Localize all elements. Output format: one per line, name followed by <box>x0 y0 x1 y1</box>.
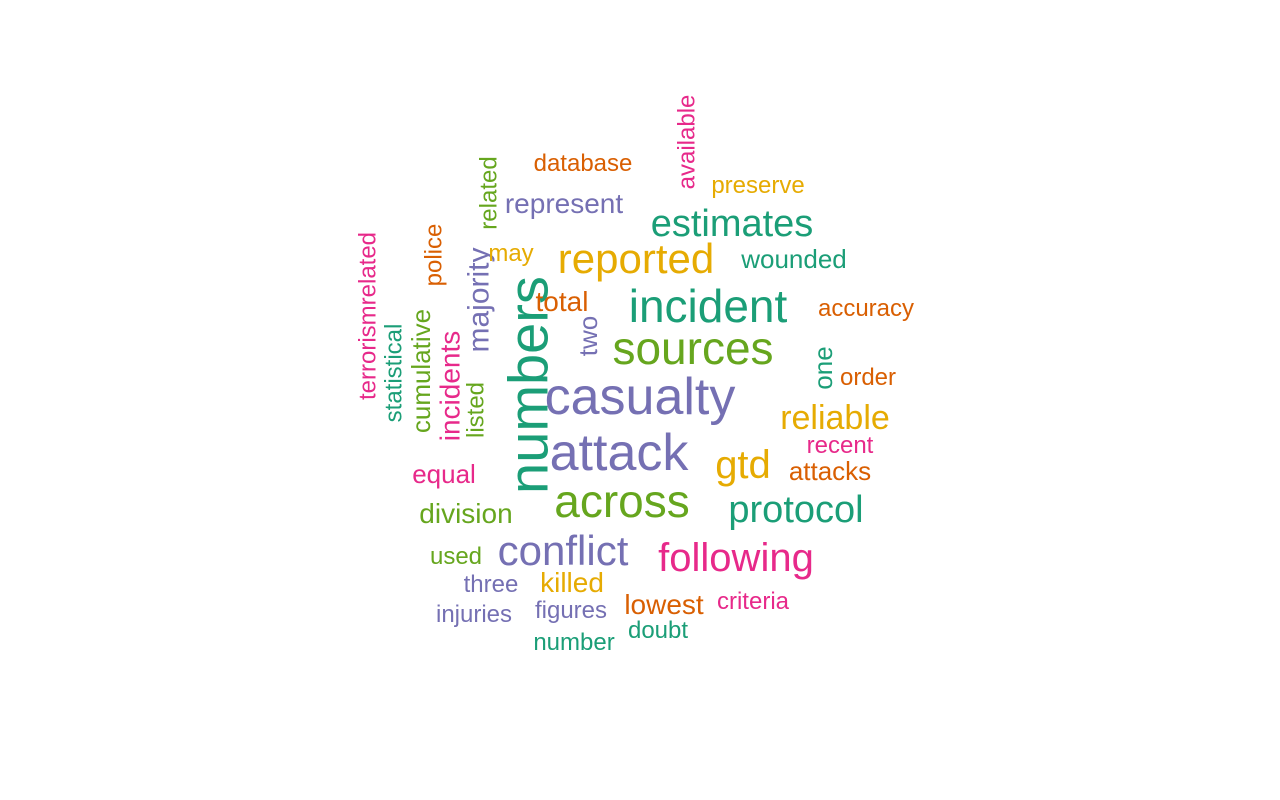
word-police: police <box>421 224 448 287</box>
word-equal: equal <box>412 459 476 489</box>
word-used: used <box>430 543 482 570</box>
word-incidents: incidents <box>435 331 466 442</box>
word-recent: recent <box>807 432 874 459</box>
word-figures: figures <box>535 597 607 624</box>
word-statistical: statistical <box>381 324 408 423</box>
word-order: order <box>840 364 896 391</box>
word-total: total <box>536 286 589 317</box>
word-reported: reported <box>558 235 714 282</box>
word-casualty: casualty <box>545 368 736 426</box>
word-represent: represent <box>505 188 624 219</box>
word-two: two <box>573 316 603 356</box>
word-doubt: doubt <box>628 617 688 644</box>
word-available: available <box>674 95 701 190</box>
word-preserve: preserve <box>711 172 804 199</box>
word-three: three <box>464 571 519 598</box>
word-incident: incident <box>629 280 788 332</box>
word-criteria: criteria <box>717 588 790 615</box>
word-conflict: conflict <box>498 527 629 574</box>
word-estimates: estimates <box>651 203 814 245</box>
word-listed: listed <box>463 382 490 438</box>
word-division: division <box>419 498 512 529</box>
word-across: across <box>554 475 689 527</box>
word-cumulative: cumulative <box>406 309 436 433</box>
word-database: database <box>534 150 633 177</box>
word-protocol: protocol <box>728 489 863 531</box>
word-wounded: wounded <box>740 244 847 274</box>
word-gtd: gtd <box>715 443 771 487</box>
word-attack: attack <box>550 424 690 482</box>
word-following: following <box>658 536 814 580</box>
word-injuries: injuries <box>436 601 512 628</box>
word-accuracy: accuracy <box>818 295 914 322</box>
word-majority: majority <box>463 247 496 352</box>
word-number: number <box>533 629 614 656</box>
word-numbers: numbers <box>497 276 560 494</box>
word-killed: killed <box>540 567 604 598</box>
word-related: related <box>476 156 503 229</box>
word-may: may <box>488 240 533 267</box>
word-one: one <box>808 346 838 389</box>
word-reliable: reliable <box>780 399 890 437</box>
word-lowest: lowest <box>624 589 704 620</box>
word-sources: sources <box>612 322 773 374</box>
word-attacks: attacks <box>789 456 871 486</box>
word-terrorismrelated: terrorismrelated <box>355 232 382 400</box>
